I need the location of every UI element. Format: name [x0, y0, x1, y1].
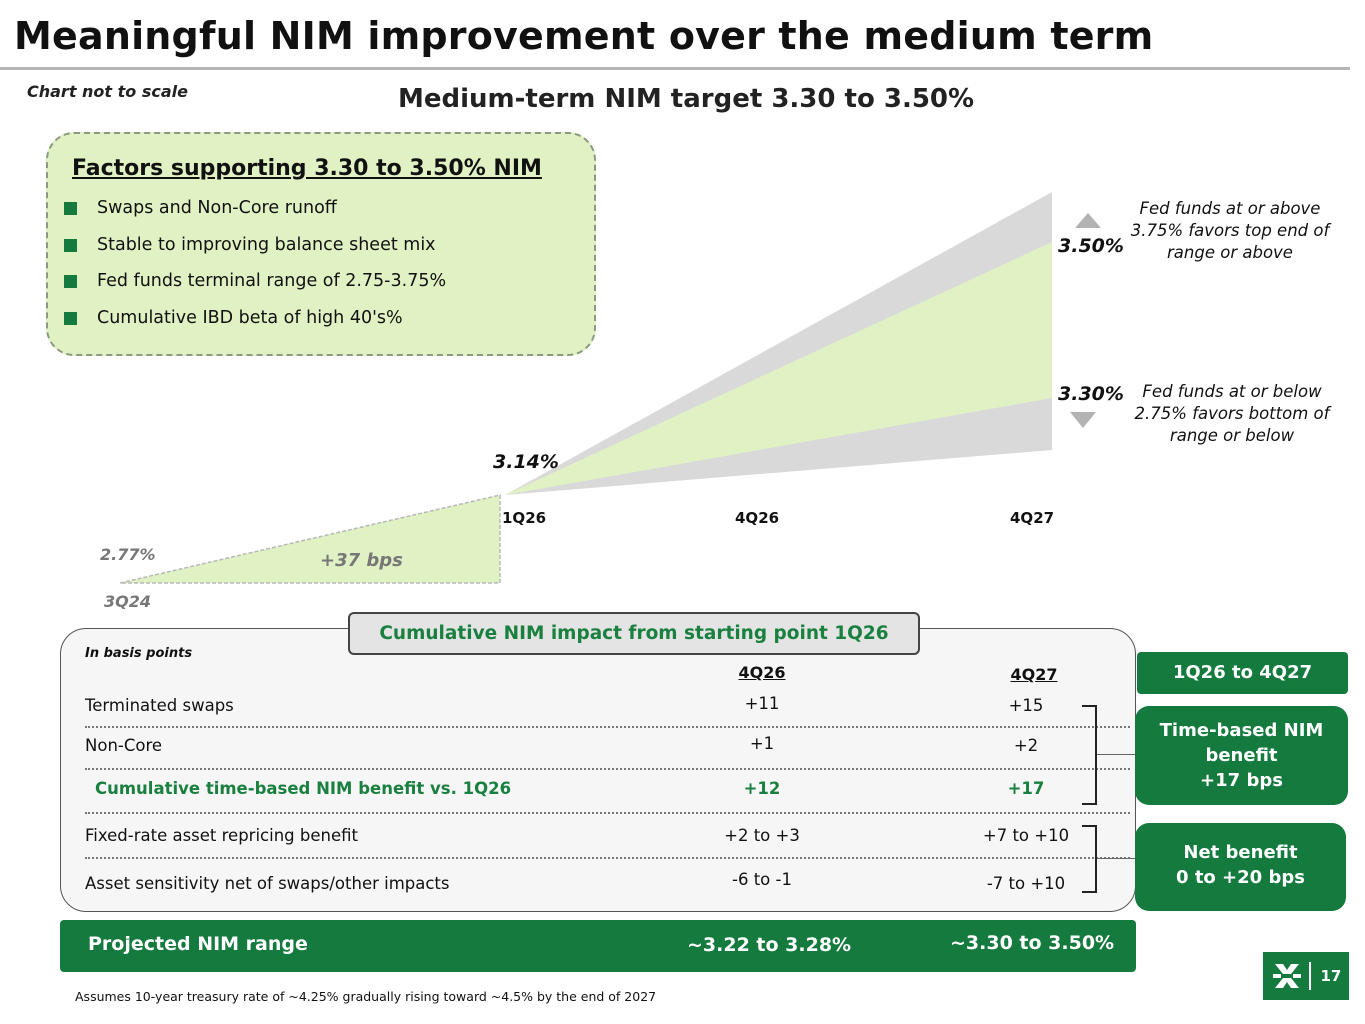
title-divider [0, 67, 1350, 70]
bracket-net [1082, 825, 1097, 893]
page-title: Meaningful NIM improvement over the medi… [14, 14, 1154, 58]
bullet-icon [64, 202, 77, 215]
label-change: +37 bps [320, 550, 403, 571]
column-4q26: 4Q26 [738, 663, 786, 682]
impact-table [60, 628, 1136, 912]
tick-1q26: 1Q26 [502, 509, 547, 527]
label-high: 3.50% [1058, 235, 1124, 257]
bullet-icon [64, 311, 77, 325]
tick-4q26: 4Q26 [735, 509, 780, 527]
table-row: Asset sensitivity net of swaps/other imp… [85, 870, 1066, 893]
annotation-high: Fed funds at or above 3.75% favors top e… [1130, 199, 1330, 262]
tick-4q27: 4Q27 [1010, 509, 1055, 527]
annotation-low: Fed funds at or below 2.75% favors botto… [1134, 382, 1330, 445]
unit-note: In basis points [85, 646, 193, 661]
bullet-icon [64, 275, 77, 288]
logo-divider [1309, 962, 1311, 990]
page-number: 17 [1320, 967, 1342, 985]
projected-label: Projected NIM range [88, 933, 308, 955]
tick-3q24: 3Q24 [104, 592, 151, 611]
arrow-up-icon [1075, 213, 1101, 228]
factors-box: Factors supporting 3.30 to 3.50% NIM Swa… [46, 132, 596, 356]
table-row: Fixed-rate asset repricing benefit +2 to … [85, 826, 1070, 845]
label-start: 2.77% [100, 545, 156, 564]
chart-note: Chart not to scale [27, 82, 188, 101]
chart-title: Medium-term NIM target 3.30 to 3.50% [398, 84, 975, 114]
factors-heading: Factors supporting 3.30 to 3.50% NIM [72, 156, 542, 181]
row-divider [85, 768, 1130, 770]
citizens-logo-icon [1273, 964, 1301, 988]
time-based-benefit-box: Time-based NIM benefit +17 bps [1135, 706, 1348, 805]
table-header: Cumulative NIM impact from starting poin… [348, 612, 920, 655]
row-divider [85, 726, 1130, 728]
bracket-time-based [1082, 705, 1097, 805]
table-row: Cumulative time-based NIM benefit vs. 1Q… [95, 779, 1045, 798]
table-row: Non-Core +1 +2 [85, 734, 1039, 755]
projected-4q26: ~3.22 to 3.28% [687, 934, 852, 956]
footnote: Assumes 10-year treasury rate of ~4.25% … [75, 989, 657, 1004]
column-4q27: 4Q27 [1010, 665, 1058, 684]
period-badge: 1Q26 to 4Q27 [1137, 652, 1348, 694]
target-range-inner [505, 242, 1052, 495]
arrow-down-icon [1070, 412, 1096, 428]
historical-area [119, 494, 501, 584]
factor-item: Stable to improving balance sheet mix [64, 235, 446, 272]
factor-item: Swaps and Non-Core runoff [64, 198, 446, 235]
label-low: 3.30% [1058, 383, 1124, 405]
net-benefit-box: Net benefit 0 to +20 bps [1135, 823, 1346, 911]
row-divider [85, 812, 1130, 814]
projected-nim-bar: Projected NIM range ~3.22 to 3.28% ~3.30… [60, 920, 1136, 972]
row-divider [85, 857, 1130, 859]
bullet-icon [64, 238, 77, 252]
bracket-connector [1097, 754, 1135, 755]
brand-logo: 17 [1263, 952, 1349, 1000]
label-mid: 3.14% [493, 451, 559, 473]
factor-item: Cumulative IBD beta of high 40's% [64, 308, 446, 345]
projected-4q27: ~3.30 to 3.50% [950, 932, 1115, 954]
bracket-connector [1097, 858, 1135, 859]
factor-item: Fed funds terminal range of 2.75-3.75% [64, 271, 446, 308]
table-row: Terminated swaps +11 +15 [85, 694, 1044, 715]
